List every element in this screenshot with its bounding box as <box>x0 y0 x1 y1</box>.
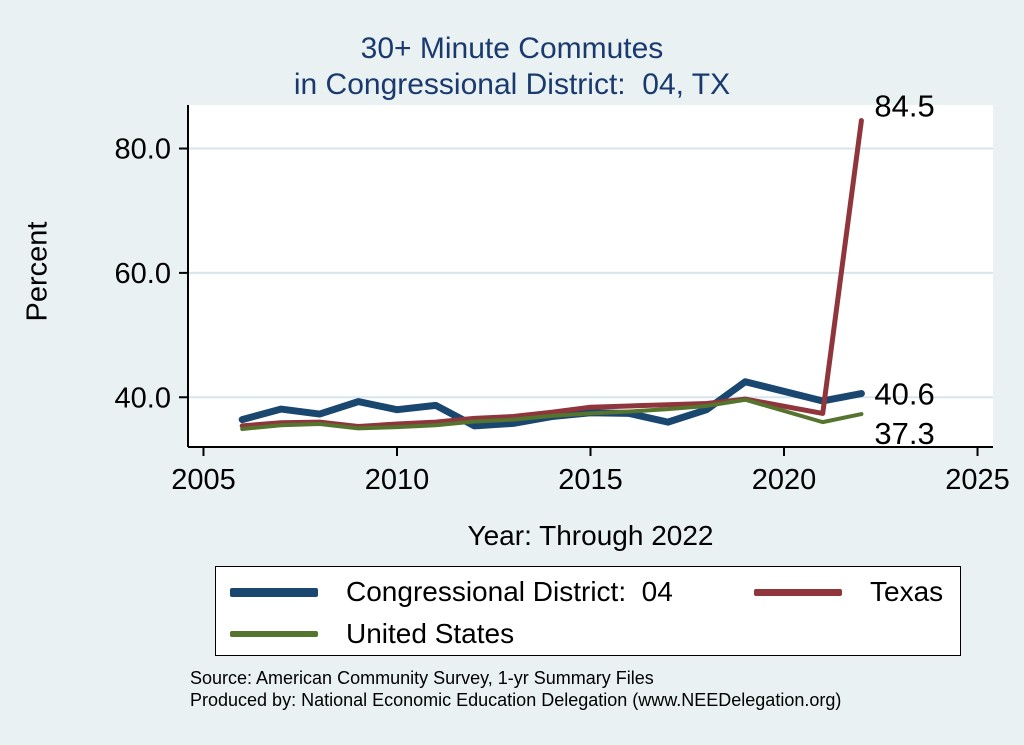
series-line <box>238 378 865 430</box>
x-tick-label: 2020 <box>752 464 817 496</box>
series-end-label: 40.6 <box>874 377 934 412</box>
x-axis-title: Year: Through 2022 <box>467 520 714 551</box>
legend-label-texas: Texas <box>870 576 944 607</box>
x-tick-label: 2025 <box>945 464 1010 496</box>
legend-swatch-congressional-district <box>230 587 318 597</box>
source-note: Source: American Community Survey, 1-yr … <box>190 668 654 688</box>
legend-swatch-united-states <box>230 631 318 637</box>
series-end-label: 84.5 <box>874 89 934 124</box>
legend-label-congressional-district: Congressional District: 04 <box>346 576 673 607</box>
y-tick-label: 80.0 <box>115 134 171 166</box>
legend-swatch-texas <box>754 588 842 596</box>
x-tick-label: 2015 <box>558 464 623 496</box>
produced-by-note: Produced by: National Economic Education… <box>190 690 842 710</box>
x-tick-label: 2005 <box>171 464 236 496</box>
legend-item-congressional-district: Congressional District: 04 <box>230 575 673 609</box>
series-line <box>240 397 864 431</box>
y-tick-label: 40.0 <box>115 382 171 414</box>
legend-box: Congressional District: 04 Texas United … <box>215 566 961 656</box>
legend-label-united-states: United States <box>346 618 515 649</box>
legend-item-united-states: United States <box>230 617 514 651</box>
x-tick-label: 2010 <box>365 464 430 496</box>
legend-item-texas: Texas <box>754 575 943 609</box>
chart-title: 30+ Minute Commutes <box>360 32 664 65</box>
y-tick-label: 60.0 <box>115 258 171 290</box>
chart-subtitle: in Congressional District: 04, TX <box>293 68 731 101</box>
series-end-label: 37.3 <box>874 416 934 451</box>
plot-background <box>188 105 993 447</box>
